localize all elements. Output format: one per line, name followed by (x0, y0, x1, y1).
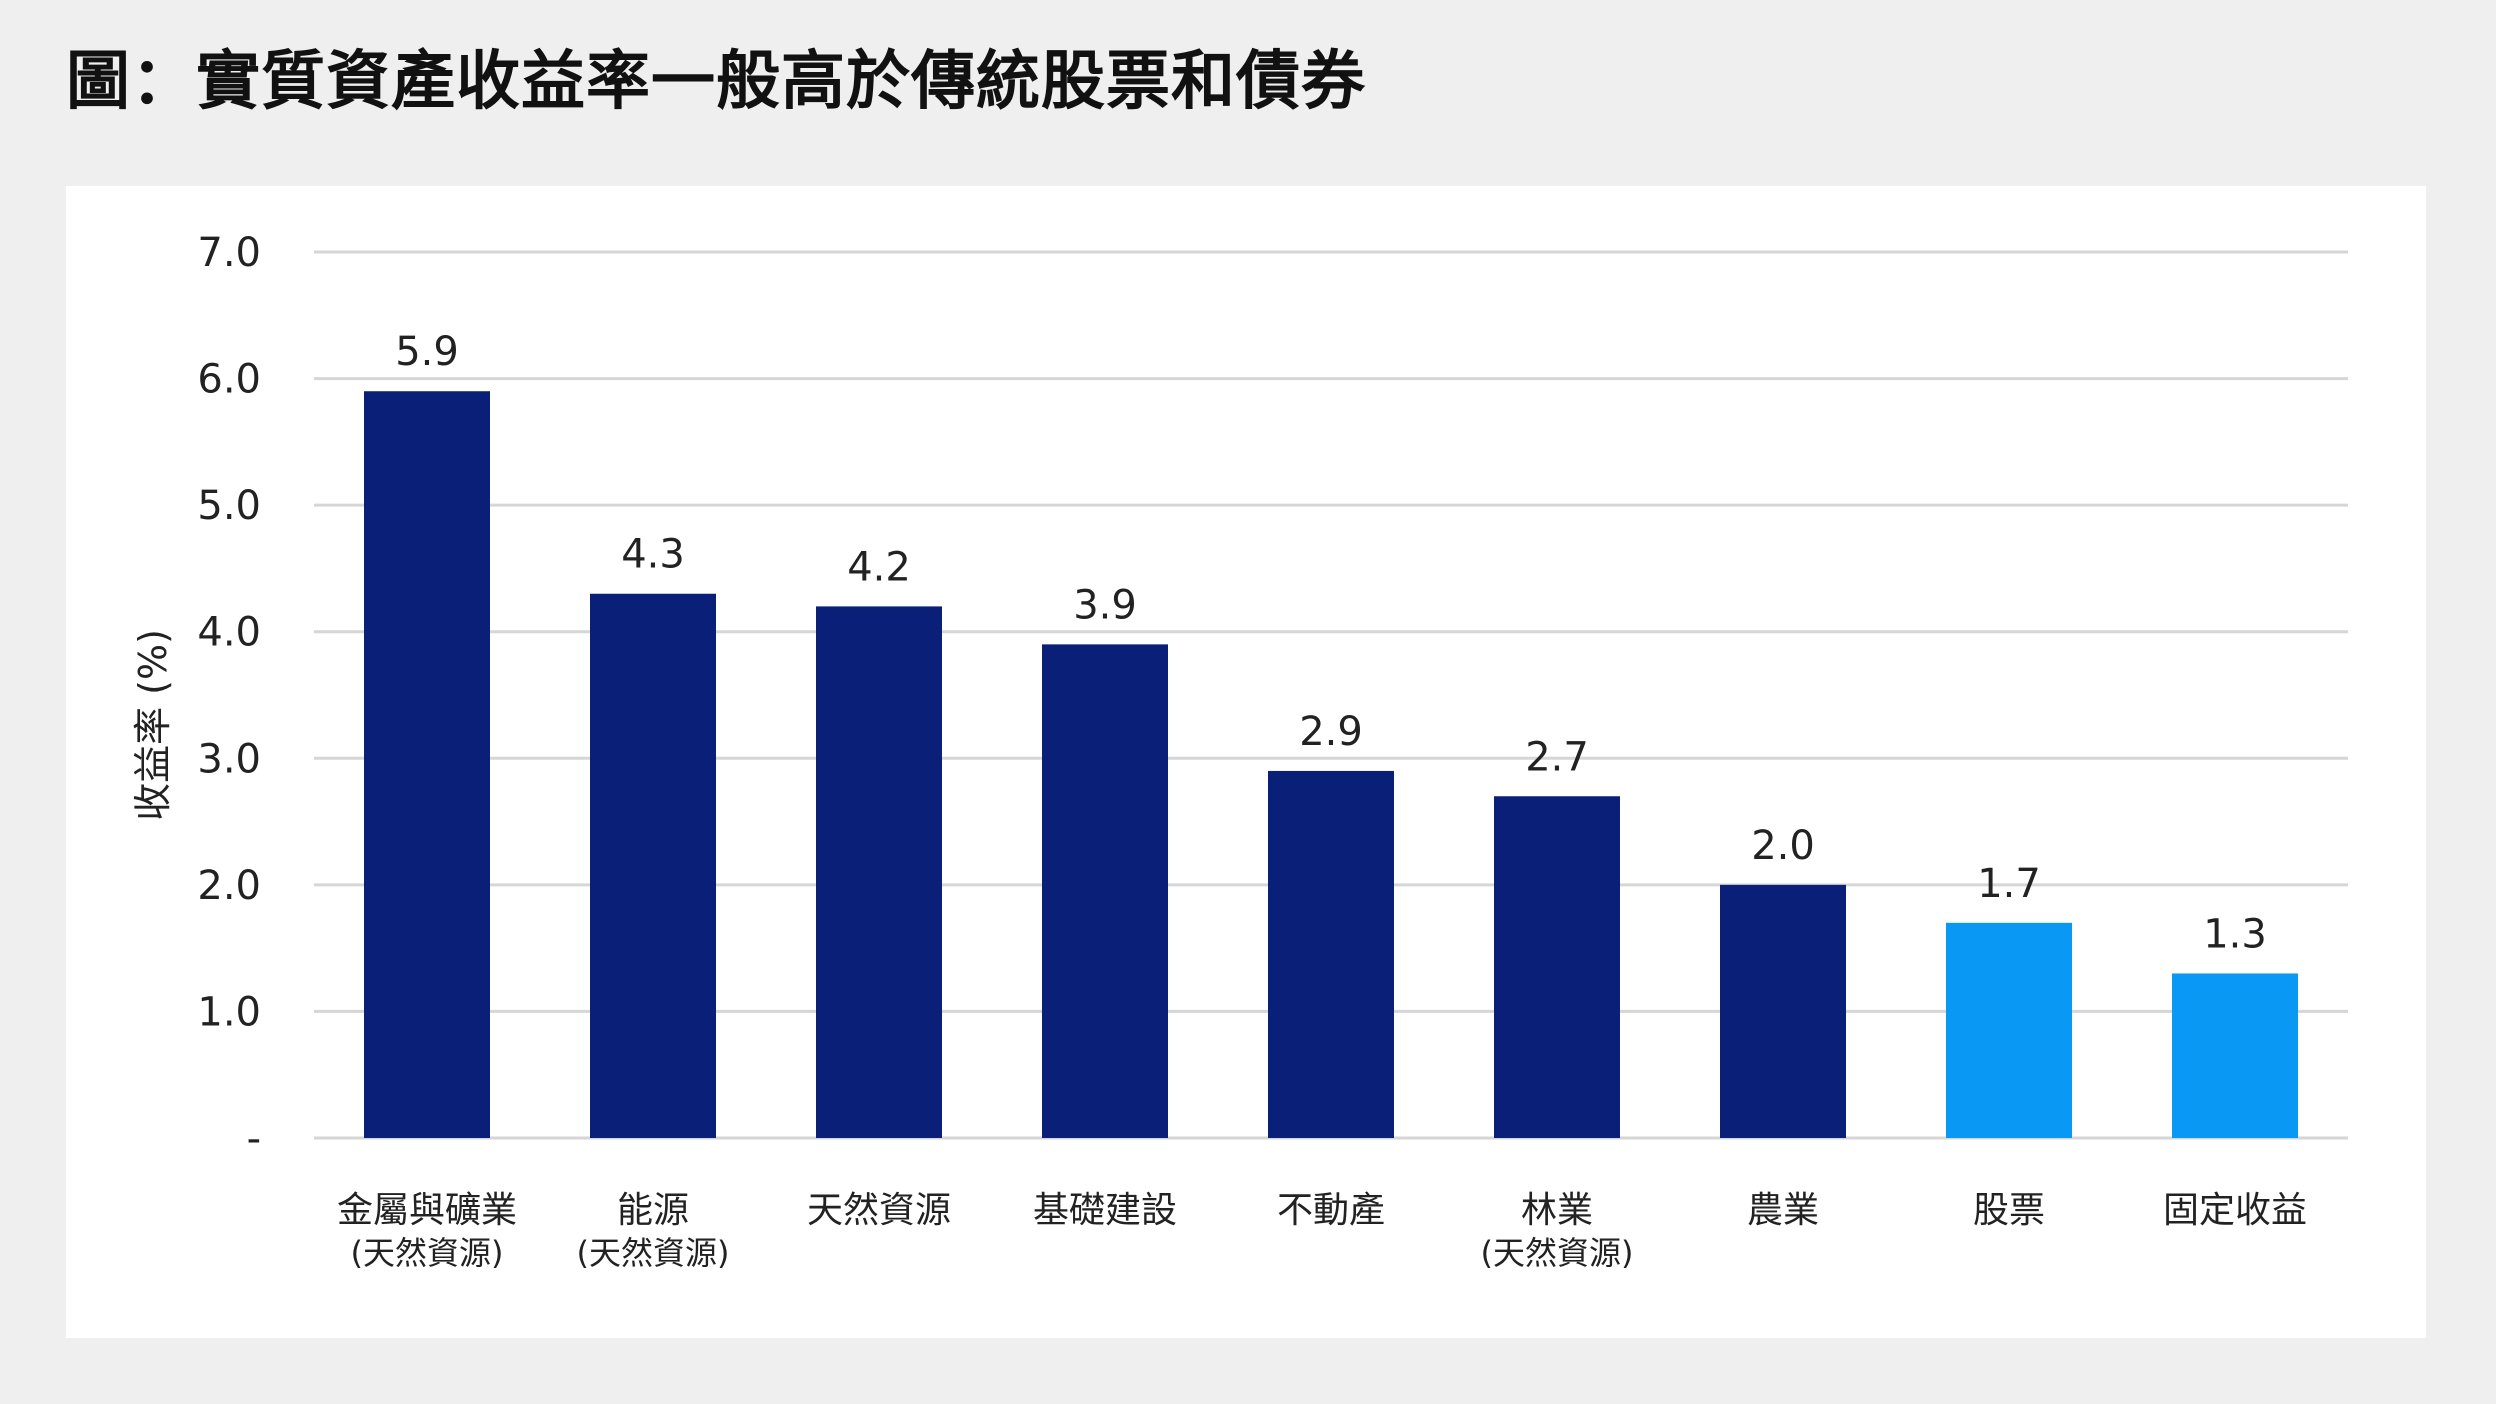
y-tick-label: 7.0 (197, 230, 261, 276)
data-label: 2.7 (1525, 734, 1589, 780)
data-label: 3.9 (1073, 582, 1137, 628)
x-tick-sublabel: (天然資源) (577, 1234, 730, 1272)
y-tick-label: 4.0 (197, 610, 261, 656)
bar-layer (364, 391, 2298, 1138)
y-tick-label: 3.0 (197, 736, 261, 782)
chart-panel: -1.0 2.0 3.0 4.0 5.0 6.0 7.0 5.9 金屬與礦業 (天然資源) 4.3 能… (66, 186, 2426, 1338)
x-tick-label: 能源 (617, 1190, 689, 1231)
data-label: 2.0 (1751, 823, 1815, 869)
y-tick-label: 6.0 (197, 357, 261, 403)
x-tick-label: 天然資源 (807, 1190, 951, 1231)
x-tick-label: 固定收益 (2163, 1190, 2307, 1231)
data-label: 1.7 (1977, 861, 2041, 907)
bar (816, 606, 942, 1138)
data-label: 5.9 (395, 329, 459, 375)
label-layer: -1.02.03.04.05.06.07.05.9金屬與礦業(天然資源)4.3能… (197, 230, 2307, 1272)
x-tick-label: 農業 (1747, 1190, 1819, 1231)
y-tick-label: 1.0 (197, 989, 261, 1035)
page-title: 圖：實質資產收益率一般高於傳統股票和債券 (66, 45, 1366, 119)
bar (1494, 796, 1620, 1138)
x-tick-sublabel: (天然資源) (351, 1234, 504, 1272)
bar (1946, 922, 2072, 1138)
bar (2172, 973, 2298, 1138)
x-tick-label: 股票 (1973, 1190, 2045, 1231)
x-tick-label: 林業 (1521, 1190, 1593, 1231)
x-tick-label: 金屬與礦業 (337, 1190, 517, 1231)
bar (1042, 644, 1168, 1138)
bar (590, 593, 716, 1138)
bar (364, 391, 490, 1138)
y-axis-label: 收益率 (%) (131, 629, 175, 821)
x-tick-sublabel: (天然資源) (1481, 1234, 1634, 1272)
data-label: 4.3 (621, 532, 685, 578)
bar (1720, 884, 1846, 1138)
y-tick-label: 2.0 (197, 863, 261, 909)
data-label: 4.2 (847, 544, 911, 590)
y-tick-label: - (247, 1116, 261, 1162)
bar-chart: -1.02.03.04.05.06.07.05.9金屬與礦業(天然資源)4.3能… (131, 230, 2348, 1272)
y-tick-label: 5.0 (197, 483, 261, 529)
bar (1268, 770, 1394, 1138)
data-label: 2.9 (1299, 709, 1363, 755)
data-label: 1.3 (2203, 911, 2267, 957)
x-tick-label: 不動產 (1277, 1190, 1385, 1231)
x-tick-label: 基礎建設 (1033, 1190, 1177, 1231)
